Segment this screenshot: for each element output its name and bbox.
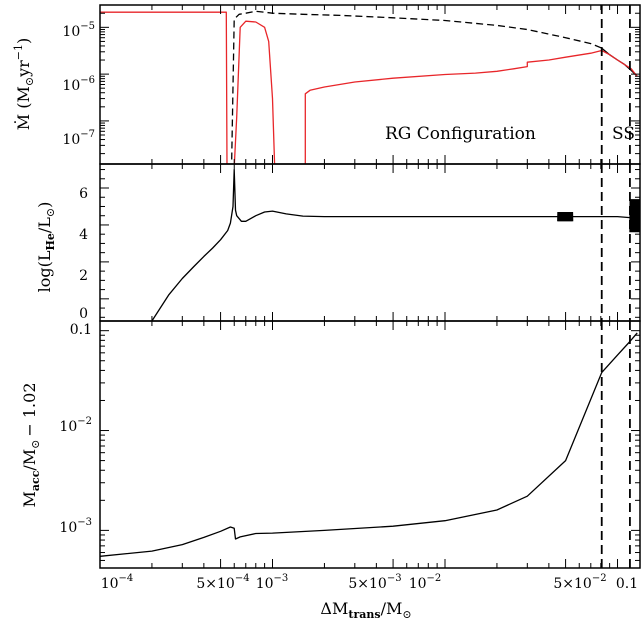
ss-label: SS <box>612 124 635 144</box>
ytick-label: 10−6 <box>62 75 95 94</box>
noise-band-0 <box>557 211 574 222</box>
series-line-bottom-0 <box>100 332 638 557</box>
ytick-label: 10−7 <box>62 129 95 148</box>
panel-top-data <box>100 5 638 164</box>
xtick-labels: 10−4 5×10−4 10−3 5×10−3 10−2 5×10−2 0.1 <box>101 573 638 592</box>
middle-ytick-labels: 6 4 2 0 <box>79 186 88 322</box>
bottom-ytick-labels: 0.1 10−2 10−3 <box>59 322 92 536</box>
ytick-label: 0 <box>79 306 88 322</box>
bottom-y-axis-title: Macc/M⊙− 1.02 <box>20 382 42 507</box>
xtick-label: 10−3 <box>256 573 289 592</box>
middle-y-axis-title: log(LHe/L⊙) <box>35 202 57 293</box>
xtick-label: 5×10−3 <box>348 573 401 592</box>
panel-middle-frame <box>99 163 641 322</box>
xtick-label: 5×10−4 <box>196 573 249 592</box>
xtick-label: 10−2 <box>409 573 442 592</box>
rg-configuration-label: RG Configuration <box>385 124 536 144</box>
ytick-label: 2 <box>79 268 88 284</box>
ytick-label: 10−3 <box>59 517 92 536</box>
panel-bottom-frame <box>99 320 641 569</box>
ytick-label: 0.1 <box>70 322 92 338</box>
ytick-label: 6 <box>79 186 88 202</box>
xtick-label: 0.1 <box>616 576 638 592</box>
xtick-label: 5×10−2 <box>553 573 606 592</box>
top-ytick-labels: 10−5 10−6 10−7 <box>62 21 95 148</box>
panel-top-frame <box>99 4 641 165</box>
series-line-middle-0 <box>151 168 638 321</box>
ytick-label: 4 <box>79 227 88 243</box>
series-line-top-0 <box>231 10 602 160</box>
ytick-label: 10−2 <box>59 416 92 435</box>
noise-band-1 <box>629 199 640 233</box>
panel-middle-data <box>151 164 640 321</box>
panel-bottom-data <box>100 321 638 568</box>
xtick-label: 10−4 <box>101 573 134 592</box>
series-line-top-1 <box>601 47 638 77</box>
x-axis-title: ΔMtrans/M⊙ <box>320 599 411 621</box>
ytick-label: 10−5 <box>62 21 95 40</box>
top-y-axis-title: Ṁ (M⊙yr−1) <box>12 38 36 130</box>
series-line-top-2 <box>100 11 638 164</box>
